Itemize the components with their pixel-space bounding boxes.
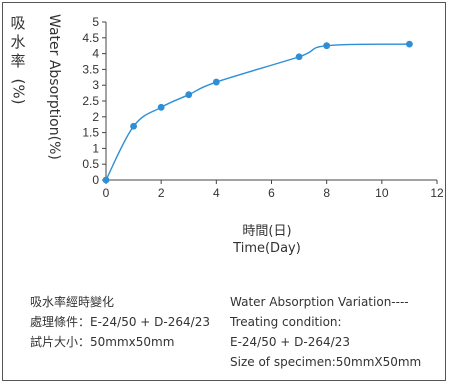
- chart-series: [102, 40, 413, 184]
- x-tick-label: 10: [375, 186, 389, 200]
- x-tick-label: 8: [323, 186, 330, 200]
- data-point: [157, 103, 165, 111]
- data-point: [406, 40, 413, 48]
- data-point: [212, 78, 220, 86]
- note-en-title: Water Absorption Variation----: [230, 295, 409, 309]
- note-en-specimen: Size of specimen:50mmX50mm: [230, 355, 422, 369]
- note-en-condition-label: Treating condition:: [230, 315, 342, 329]
- chart-ticks: 00.511.522.533.544.550 2 4 6 8 10 12: [82, 15, 444, 200]
- x-tick-label: 0: [103, 186, 110, 200]
- y-axis-title-zh-char: 率: [10, 52, 26, 70]
- y-axis-title-zh: 吸水率 (%): [9, 14, 28, 105]
- note-en-condition-value: E-24/50 + D-264/23: [230, 335, 350, 349]
- data-point: [102, 176, 110, 184]
- y-tick-label: 0: [92, 173, 99, 187]
- note-zh-title: 吸水率經時變化: [30, 295, 115, 309]
- data-point: [130, 122, 137, 130]
- y-tick-label: 3: [92, 78, 99, 92]
- notes-english: Water Absorption Variation---- Treating …: [230, 292, 421, 372]
- x-tick-label: 12: [430, 186, 444, 200]
- y-tick-label: 1.5: [82, 126, 99, 140]
- y-tick-label: 2.5: [82, 94, 99, 108]
- chart-axes: [105, 22, 437, 181]
- y-tick-label: 4: [92, 47, 99, 61]
- x-tick-label: 4: [213, 186, 220, 200]
- series-line: [105, 43, 410, 181]
- y-axis-title-en: Water Absorption(%): [46, 14, 62, 160]
- notes-chinese: 吸水率經時變化 處理條件：E-24/50 + D-264/23 試片大小：50m…: [30, 292, 210, 352]
- data-point: [185, 91, 193, 99]
- x-tick-label: 6: [268, 186, 275, 200]
- y-axis-title-zh-text: 吸水率 (%): [9, 14, 28, 105]
- y-tick-label: 4.5: [82, 31, 99, 45]
- y-tick-label: 3.5: [82, 62, 99, 76]
- data-point: [295, 53, 303, 61]
- y-axis-title-zh-unit: (%): [9, 78, 28, 105]
- y-axis-title-zh-char: 水: [10, 33, 26, 51]
- note-zh-specimen: 試片大小：50mmx50mm: [30, 335, 175, 349]
- chart-frame: [2, 2, 446, 381]
- y-tick-label: 2: [92, 110, 99, 124]
- y-tick-label: 5: [92, 15, 99, 29]
- y-tick-label: 0.5: [82, 157, 99, 171]
- x-axis-title: 時間(日) Time(Day): [212, 223, 322, 257]
- note-zh-condition: 處理條件：E-24/50 + D-264/23: [30, 315, 210, 329]
- x-tick-label: 2: [158, 186, 165, 200]
- y-tick-label: 1: [92, 141, 99, 155]
- y-axis-title-zh-char: 吸: [10, 14, 26, 32]
- data-point: [323, 42, 331, 50]
- x-axis-title-en: Time(Day): [233, 241, 301, 256]
- x-axis-title-zh: 時間(日): [242, 224, 292, 239]
